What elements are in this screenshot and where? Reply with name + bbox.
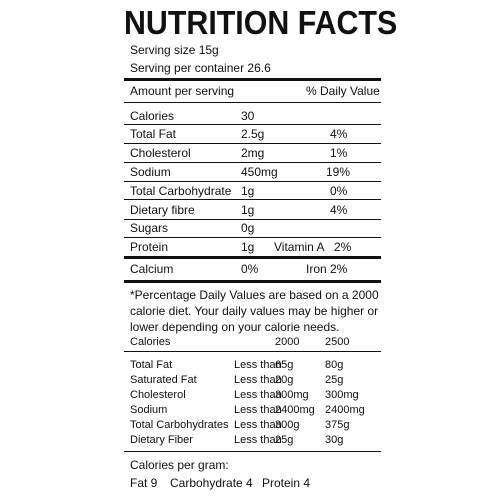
dv-row-cond: Less than: [234, 374, 282, 386]
nutrient-name-sugars: Sugars: [130, 221, 169, 235]
nutrient-name-dietary-fibre: Dietary fibre: [130, 203, 195, 217]
dv-row-2000: 300mg: [275, 389, 309, 401]
dv-row-name: Sodium: [130, 404, 168, 416]
divider: [124, 102, 381, 103]
nutrient-dv-sodium: 19%: [326, 165, 351, 179]
divider: [124, 181, 381, 182]
nutrient-name-cholesterol: Cholesterol: [130, 146, 191, 160]
nutrient-dv-total-carbohydrate: 0%: [330, 184, 348, 198]
dv-row-cond: Less than: [234, 419, 282, 431]
per-gram-fat: Fat 9: [130, 476, 158, 490]
dv-row-name: Saturated Fat: [130, 374, 197, 386]
dv-row-2500: 375g: [325, 419, 350, 431]
vitamin-a-label: Vitamin A: [274, 240, 325, 254]
calcium-label: Calcium: [130, 262, 174, 276]
servings-per-container: Serving per container 26.6: [130, 61, 271, 75]
footnote-line: calorie diet. Your daily values may be h…: [130, 304, 379, 318]
nutrient-dv-cholesterol: 1%: [330, 146, 348, 160]
nutrient-amount-dietary-fibre: 1g: [241, 203, 255, 217]
serving-size: Serving size 15g: [130, 43, 219, 57]
dv-row-cond: Less than: [234, 359, 282, 371]
divider: [124, 280, 381, 283]
daily-value-header: % Daily Value: [306, 84, 380, 98]
divider: [124, 78, 381, 81]
nutrient-name-protein: Protein: [130, 240, 169, 254]
dv-table-calories-label: Calories: [130, 336, 171, 348]
dv-row-2500: 300mg: [325, 389, 359, 401]
per-gram-carbohydrate: Carbohydrate 4: [170, 476, 253, 490]
divider: [124, 124, 381, 125]
nutrient-name-calories: Calories: [130, 109, 175, 123]
divider: [124, 351, 381, 352]
amount-per-serving-label: Amount per serving: [130, 84, 235, 98]
dv-table-col-2500: 2500: [325, 336, 350, 348]
dv-row-name: Total Carbohydrates: [130, 419, 229, 431]
nutrient-name-sodium: Sodium: [130, 165, 171, 179]
nutrient-dv-dietary-fibre: 4%: [330, 203, 348, 217]
nutrient-amount-total-fat: 2.5g: [241, 127, 265, 141]
dv-row-2000: 25g: [275, 434, 294, 446]
nutrient-dv-total-fat: 4%: [330, 127, 348, 141]
iron-dv: Iron 2%: [306, 262, 348, 276]
divider: [124, 237, 381, 238]
divider: [124, 143, 381, 144]
divider: [124, 199, 381, 200]
nutrient-amount-sugars: 0g: [241, 221, 255, 235]
dv-row-name: Total Fat: [130, 359, 173, 371]
per-gram-protein: Protein 4: [262, 476, 311, 490]
dv-row-2500: 30g: [325, 434, 344, 446]
dv-row-2000: 2400mg: [275, 404, 315, 416]
dv-table-col-2000: 2000: [275, 336, 300, 348]
nutrient-amount-total-carbohydrate: 1g: [241, 184, 255, 198]
nutrient-name-total-carbohydrate: Total Carbohydrate: [130, 184, 232, 198]
dv-row-cond: Less than: [234, 404, 282, 416]
dv-row-cond: Less than: [234, 434, 282, 446]
dv-row-name: Dietary Fiber: [130, 434, 193, 446]
nutrient-amount-calories: 30: [241, 109, 255, 123]
nutrient-name-total-fat: Total Fat: [130, 127, 177, 141]
footnote-line: lower depending on your calorie needs.: [130, 320, 340, 334]
nutrient-amount-cholesterol: 2mg: [241, 146, 265, 160]
footnote-line: *Percentage Daily Values are based on a …: [130, 288, 379, 302]
dv-row-2500: 2400mg: [325, 404, 365, 416]
calcium-dv: 0%: [241, 262, 259, 276]
dv-row-2500: 80g: [325, 359, 344, 371]
dv-row-2500: 25g: [325, 374, 344, 386]
dv-row-2000: 300g: [275, 419, 300, 431]
dv-row-name: Cholesterol: [130, 389, 186, 401]
divider: [124, 256, 381, 259]
dv-row-2000: 20g: [275, 374, 294, 386]
nutrient-dv-vitamin-a: 2%: [334, 240, 352, 254]
calories-per-gram-title: Calories per gram:: [130, 458, 229, 472]
divider: [124, 162, 381, 163]
dv-row-2000: 65g: [275, 359, 294, 371]
nutrient-amount-protein: 1g: [241, 240, 255, 254]
label-title: NUTRITION FACTS: [124, 4, 398, 41]
nutrition-label: NUTRITION FACTS Serving size 15g Serving…: [119, 0, 397, 500]
dv-row-cond: Less than: [234, 389, 282, 401]
nutrient-amount-sodium: 450mg: [241, 165, 278, 179]
divider: [124, 219, 381, 220]
divider: [124, 451, 381, 452]
